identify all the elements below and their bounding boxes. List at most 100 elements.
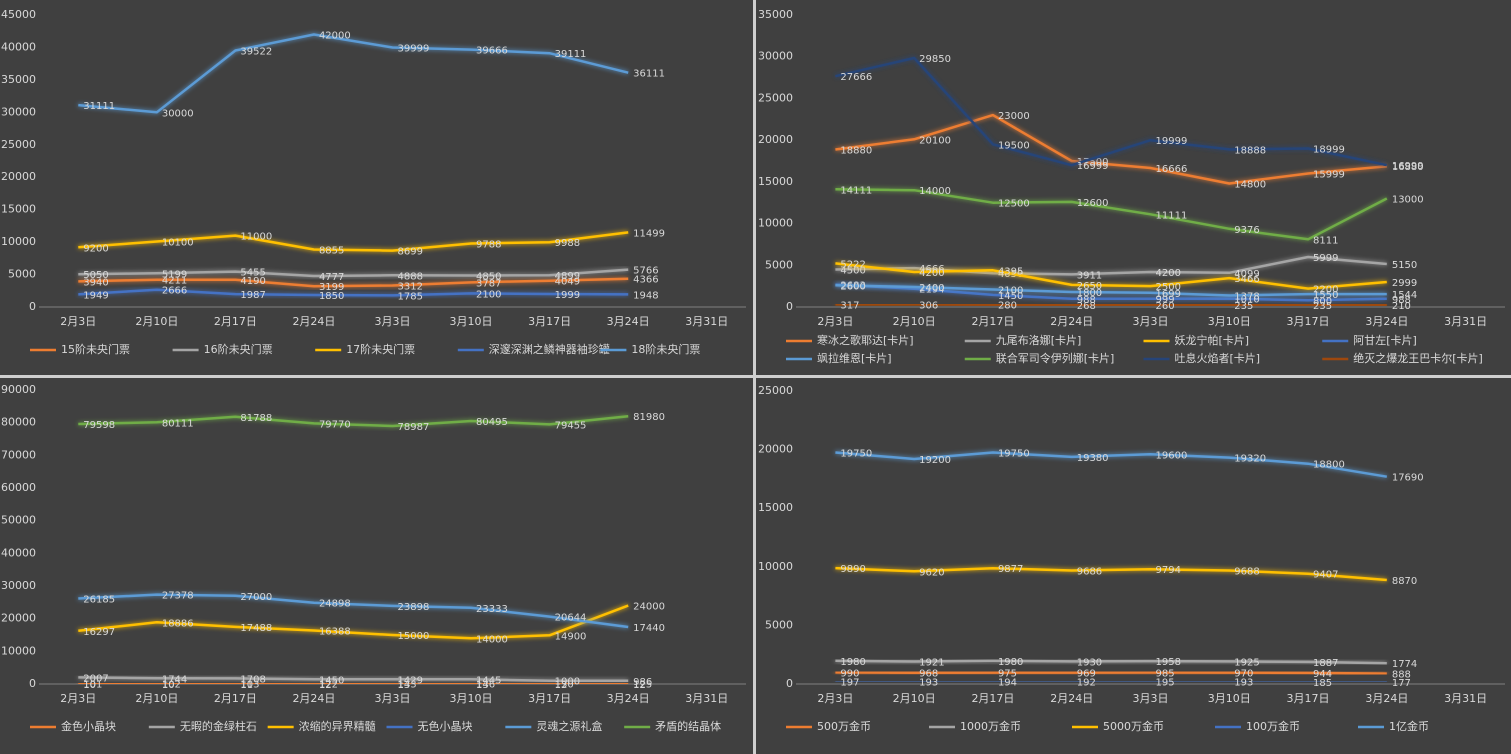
data-label: 15999 — [1313, 170, 1345, 181]
x-tick-label: 2月17日 — [971, 315, 1014, 328]
data-label: 1999 — [555, 290, 580, 301]
data-label: 9686 — [1077, 566, 1102, 577]
data-label: 16999 — [1392, 161, 1424, 172]
data-label: 5199 — [162, 269, 187, 280]
data-label: 79770 — [319, 419, 351, 430]
data-label: 3312 — [398, 282, 423, 293]
series-line — [835, 113, 1387, 185]
series-line — [78, 231, 629, 252]
legend-label: 100万金币 — [1246, 719, 1300, 733]
y-tick-label: 20000 — [758, 443, 793, 456]
data-label: 15000 — [398, 631, 430, 642]
data-label: 5766 — [633, 266, 658, 277]
series-line — [835, 255, 1387, 276]
y-tick-label: 30000 — [1, 105, 36, 118]
data-label: 4395 — [998, 266, 1023, 277]
y-tick-label: 40000 — [1, 40, 36, 53]
data-label: 1980 — [998, 657, 1023, 668]
y-tick-label: 10000 — [1, 235, 36, 248]
data-label: 125 — [633, 680, 652, 691]
data-label: 19320 — [1234, 454, 1266, 465]
data-label: 194 — [998, 678, 1017, 689]
data-label: 2100 — [998, 285, 1023, 296]
x-tick-label: 3月31日 — [685, 692, 728, 705]
legend-label: 矛盾的结晶体 — [655, 719, 721, 733]
data-label: 23898 — [398, 602, 430, 613]
panel — [0, 0, 753, 375]
legend-label: 无暇的金绿柱石 — [180, 719, 257, 733]
y-tick-label: 5000 — [8, 268, 36, 281]
legend-label: 妖龙宁帕[卡片] — [1175, 333, 1250, 347]
legend-label: 九尾布洛娜[卡片] — [996, 333, 1082, 347]
data-label: 9376 — [1234, 225, 1259, 236]
data-label: 5150 — [1392, 260, 1417, 271]
legend-label: 金色小晶块 — [61, 719, 116, 733]
data-label: 4190 — [240, 276, 265, 287]
x-tick-label: 2月10日 — [893, 692, 936, 705]
data-label: 1010 — [1234, 295, 1259, 306]
y-tick-label: 25000 — [1, 138, 36, 151]
y-tick-label: 5000 — [765, 258, 793, 271]
data-label: 8699 — [398, 247, 423, 258]
y-tick-label: 30000 — [758, 50, 793, 63]
data-label: 9877 — [998, 564, 1023, 575]
data-label: 3199 — [319, 282, 344, 293]
data-label: 12500 — [998, 199, 1030, 210]
data-label: 11111 — [1156, 210, 1188, 221]
data-label: 2666 — [162, 286, 187, 297]
data-label: 18888 — [1234, 145, 1266, 156]
x-tick-label: 2月10日 — [135, 315, 178, 328]
data-label: 8111 — [1313, 235, 1338, 246]
x-tick-label: 2月3日 — [60, 315, 96, 328]
x-tick-label: 3月3日 — [375, 692, 411, 705]
series-line — [78, 288, 629, 297]
data-label: 10100 — [162, 237, 194, 248]
data-label: 31111 — [83, 101, 115, 112]
legend-label: 无色小晶块 — [418, 719, 473, 733]
data-label: 970 — [1234, 669, 1253, 680]
data-label: 16999 — [1077, 161, 1109, 172]
data-label: 14000 — [919, 186, 951, 197]
x-tick-label: 3月31日 — [1444, 692, 1487, 705]
data-label: 2194 — [919, 285, 944, 296]
data-label: 39666 — [476, 46, 508, 57]
y-tick-label: 5000 — [765, 618, 793, 631]
x-tick-label: 3月3日 — [375, 315, 411, 328]
data-label: 4850 — [476, 272, 501, 283]
data-label: 260 — [1156, 301, 1175, 312]
data-label: 81980 — [633, 412, 665, 423]
x-tick-label: 3月31日 — [1444, 315, 1487, 328]
data-label: 3940 — [83, 277, 108, 288]
data-label: 19380 — [1077, 453, 1109, 464]
data-label: 8855 — [319, 246, 344, 257]
data-label: 19750 — [840, 449, 872, 460]
series-line — [78, 414, 629, 428]
x-tick-label: 3月31日 — [685, 315, 728, 328]
data-label: 1800 — [1077, 288, 1102, 299]
data-label: 11000 — [240, 232, 272, 243]
data-label: 16880 — [1392, 162, 1424, 173]
y-tick-label: 35000 — [1, 73, 36, 86]
series-line — [835, 659, 1387, 665]
data-label: 16297 — [83, 627, 115, 638]
legend-label: 500万金币 — [817, 719, 871, 733]
legend-label: 18阶未央门票 — [631, 342, 700, 356]
series-line — [835, 303, 1387, 307]
data-label: 1948 — [633, 290, 658, 301]
x-tick-label: 2月24日 — [292, 315, 335, 328]
data-label: 10 — [83, 680, 96, 691]
y-tick-label: 0 — [786, 677, 793, 690]
legend-label: 17阶未央门票 — [346, 342, 415, 356]
x-tick-label: 3月10日 — [1208, 315, 1251, 328]
y-tick-label: 25000 — [758, 384, 793, 397]
series-line — [835, 671, 1387, 675]
data-label: 81788 — [240, 413, 272, 424]
series-line — [835, 451, 1388, 478]
data-label: 1930 — [1077, 657, 1102, 668]
series-line — [78, 676, 629, 683]
data-label: 1708 — [240, 674, 265, 685]
y-tick-label: 90000 — [1, 383, 36, 396]
legend-label: 飒拉维恩[卡片] — [817, 351, 892, 365]
data-label: 80111 — [162, 418, 194, 429]
data-label: 1949 — [83, 290, 108, 301]
